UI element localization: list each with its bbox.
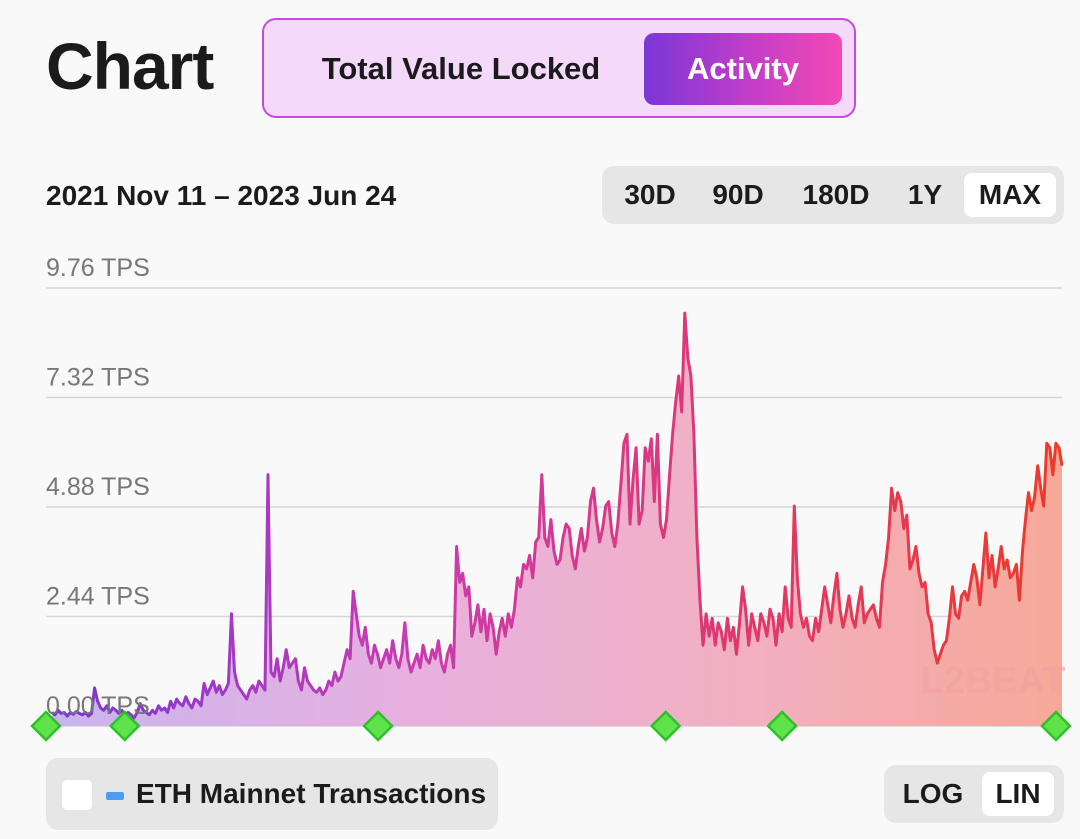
period-max-button[interactable]: MAX <box>964 173 1056 217</box>
legend-swatch <box>106 792 124 800</box>
period-90d-button[interactable]: 90D <box>712 179 764 210</box>
y-tick-label: 9.76 TPS <box>46 254 150 282</box>
event-marker[interactable] <box>30 710 62 742</box>
activity-tab[interactable]: Activity <box>644 33 842 105</box>
y-tick-label: 2.44 TPS <box>46 583 150 611</box>
y-tick-label: 4.88 TPS <box>46 473 150 501</box>
y-tick-label: 0.00 TPS <box>46 692 150 720</box>
tvl-tab[interactable]: Total Value Locked <box>321 51 601 86</box>
watermark-logo: L2BEAT <box>921 660 1066 702</box>
event-markers <box>30 710 1072 742</box>
period-30d-button[interactable]: 30D <box>624 179 676 210</box>
period-1y-button[interactable]: 1Y <box>907 179 943 210</box>
period-180d-button[interactable]: 180D <box>802 179 870 210</box>
legend-label: ETH Mainnet Transactions <box>136 778 487 809</box>
period-selector: 30D 90D 180D 1Y MAX <box>602 166 1064 224</box>
event-marker[interactable] <box>362 710 394 742</box>
legend-checkbox[interactable] <box>62 780 92 810</box>
metric-toggle: Total Value Locked Activity <box>262 18 856 118</box>
activity-chart: 0.00 TPS 2.44 TPS 4.88 TPS 7.32 TPS 9.76 TPS… <box>30 254 1072 742</box>
scale-selector: LOG LIN <box>884 765 1064 823</box>
series-area <box>52 313 1062 726</box>
event-marker[interactable] <box>1040 710 1072 742</box>
legend: ETH Mainnet Transactions <box>46 758 498 830</box>
event-marker[interactable] <box>108 710 141 742</box>
date-range-label: 2021 Nov 11 – 2023 Jun 24 <box>46 180 397 211</box>
y-axis-labels: 0.00 TPS 2.44 TPS 4.88 TPS 7.32 TPS 9.76 TPS <box>46 254 150 720</box>
log-scale-button[interactable]: LOG <box>902 778 964 809</box>
series-line <box>51 311 1064 720</box>
y-tick-label: 7.32 TPS <box>46 364 150 392</box>
lin-scale-button[interactable]: LIN <box>982 772 1054 816</box>
event-marker[interactable] <box>649 710 682 742</box>
event-marker[interactable] <box>766 710 798 742</box>
page-title: Chart <box>46 29 214 103</box>
